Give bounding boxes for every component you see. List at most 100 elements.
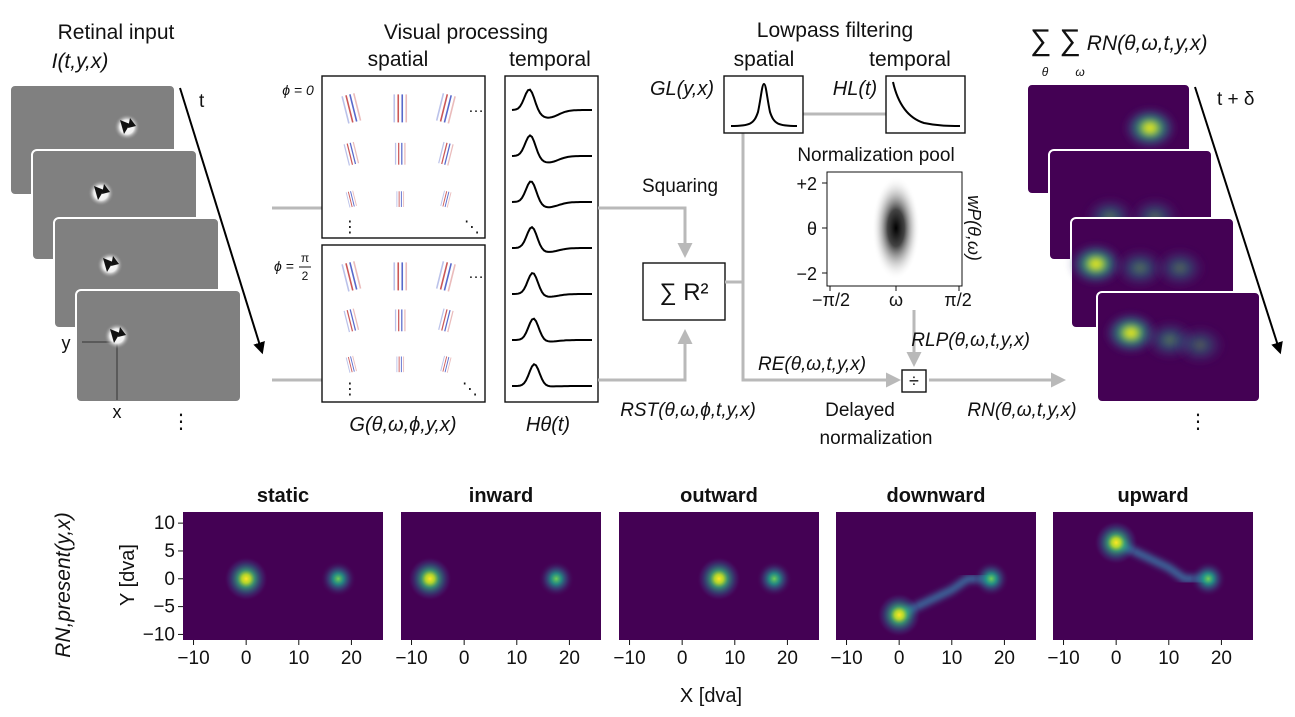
heatmap-title: static (257, 485, 309, 507)
temporal-filter-curve (512, 362, 592, 388)
lowpass-spatial-heading: spatial (734, 48, 795, 71)
lowpass-spatial-curve (730, 82, 798, 127)
r-n-label: RN(θ,ω,t,y,x) (967, 400, 1076, 421)
gabor-filter (438, 308, 454, 333)
lowpass-temporal-box (885, 75, 966, 134)
gabor-filter (438, 141, 454, 166)
gabor-filter (440, 190, 452, 208)
heatmap-panel-inward: inward −10 0 10 20 (395, 485, 601, 669)
panels-row-label: RN,present(y,x) (52, 512, 75, 657)
gabor-phi0-label: ϕ = 0 (282, 82, 314, 98)
output-frames (1026, 83, 1261, 403)
lowpass-section: Lowpass filtering spatial temporal GL(y,… (650, 19, 966, 284)
heatmap-title: downward (887, 485, 986, 507)
pool-xtick-mid: ω (889, 290, 903, 310)
x-tick-label: 20 (1211, 648, 1232, 669)
heatmap-blob (224, 556, 269, 601)
x-tick-label: 10 (724, 648, 745, 669)
x-tick-label: 0 (894, 648, 905, 669)
retinal-frame-4 (75, 289, 242, 403)
output-ellipsis: ⋮ (1188, 411, 1208, 433)
retinal-y-label: y (62, 333, 71, 353)
sum-r2-label: ∑ R² (659, 279, 708, 306)
gabor-phi-pi2-prefix: ϕ = (274, 258, 294, 274)
x-tick-label: 10 (941, 648, 962, 669)
output-sum-label: ∑ ∑ RN(θ,ω,t,y,x) (1030, 24, 1207, 57)
retinal-input-title: Retinal input (58, 21, 175, 44)
lowpass-loop (725, 132, 745, 284)
y-tick-label: 5 (164, 541, 175, 562)
retinal-ellipsis: ⋮ (171, 411, 191, 433)
excitatory-arrow (741, 282, 901, 388)
squaring-arrow-top (598, 206, 693, 258)
retinal-time-arrow (179, 87, 265, 355)
pool-ytick-bottom: −2 (796, 264, 817, 284)
heatmap-blob (697, 556, 741, 601)
temporal-filter-curves (511, 88, 592, 388)
gabor-filter (345, 355, 357, 373)
gabor-filter (394, 142, 406, 165)
delayed-normalization-section: ÷ RLP(θ,ω,t,y,x) RE(θ,ω,t,y,x) Delayed n… (741, 282, 1077, 449)
temporal-filter-curve (511, 134, 592, 164)
gabor1-dots-h: … (468, 265, 484, 282)
visual-processing-title: Visual processing (384, 21, 548, 44)
lowpass-gl-label: GL(y,x) (650, 78, 714, 100)
panels-xlabel: X [dva] (680, 685, 742, 707)
gabor1-dots-d: ⋱ (462, 381, 478, 398)
temporal-filter-curve (511, 180, 592, 209)
pool-side-label: wP(θ,ω) (964, 195, 984, 261)
x-tick-label: 20 (777, 648, 798, 669)
temporal-filter-label: Hθ(t) (526, 414, 570, 436)
output-time-label: t + δ (1217, 89, 1255, 110)
x-tick-label: 0 (241, 648, 252, 669)
gabor-phi-pi2-den: 2 (302, 269, 309, 283)
gabor-filter (393, 262, 408, 291)
heatmap-blob (407, 556, 452, 601)
normalization-pool-section: Normalization pool +2 θ −2 −π/2 ω π/2 wP… (796, 145, 984, 310)
output-sum-sub-omega: ω (1075, 65, 1084, 79)
gabor-filter (435, 93, 456, 124)
lowpass-temporal-heading: temporal (869, 48, 951, 71)
pool-title: Normalization pool (797, 145, 954, 166)
x-tick-label: −10 (177, 648, 209, 669)
gabor-filter (341, 93, 362, 124)
gabor0-dots-d: ⋱ (464, 219, 480, 236)
delayed-label-2: normalization (820, 428, 933, 449)
x-tick-label: −10 (1047, 648, 1079, 669)
heatmap-blob (1190, 560, 1227, 597)
lowpass-title: Lowpass filtering (757, 19, 913, 42)
output-section: ∑ ∑ RN(θ,ω,t,y,x) θ ω t + δ ⋮ (1026, 24, 1283, 433)
y-tick-label: 10 (154, 513, 175, 534)
x-tick-label: 10 (506, 648, 527, 669)
lowpass-hl-label: HL(t) (833, 78, 877, 100)
heatmap-panel-downward: downward −10 0 10 20 (830, 485, 1036, 669)
x-tick-label: −10 (395, 648, 427, 669)
heatmap-blob (1094, 520, 1139, 565)
gabor-phi-pi2-num: π (301, 251, 309, 265)
delayed-label-1: Delayed (825, 400, 895, 421)
pool-xtick-left: −π/2 (812, 290, 850, 310)
gabor-filters-phi0 (341, 93, 456, 208)
gabor-filter (345, 190, 357, 208)
lowpass-temporal-curve (892, 81, 961, 127)
x-tick-label: 0 (459, 648, 470, 669)
divide-box (901, 369, 927, 393)
sum-r2-box (642, 262, 726, 321)
r-lp-label: RLP(θ,ω,t,y,x) (911, 330, 1030, 351)
r-e-label: RE(θ,ω,t,y,x) (758, 354, 866, 375)
gabor-filter (394, 309, 406, 332)
x-tick-label: −10 (613, 648, 645, 669)
heatmap-blob (320, 560, 357, 597)
output-sum-sub-theta: θ (1042, 65, 1049, 79)
gabor-box-phi-pi2 (321, 244, 486, 403)
x-tick-label: 10 (288, 648, 309, 669)
x-tick-label: 20 (559, 648, 580, 669)
gabor-filter (440, 355, 452, 373)
pool-frame (826, 171, 963, 287)
x-tick-label: 20 (994, 648, 1015, 669)
temporal-filter-curve (511, 88, 592, 119)
gabor-box-phi0 (321, 75, 486, 239)
x-tick-label: 20 (341, 648, 362, 669)
